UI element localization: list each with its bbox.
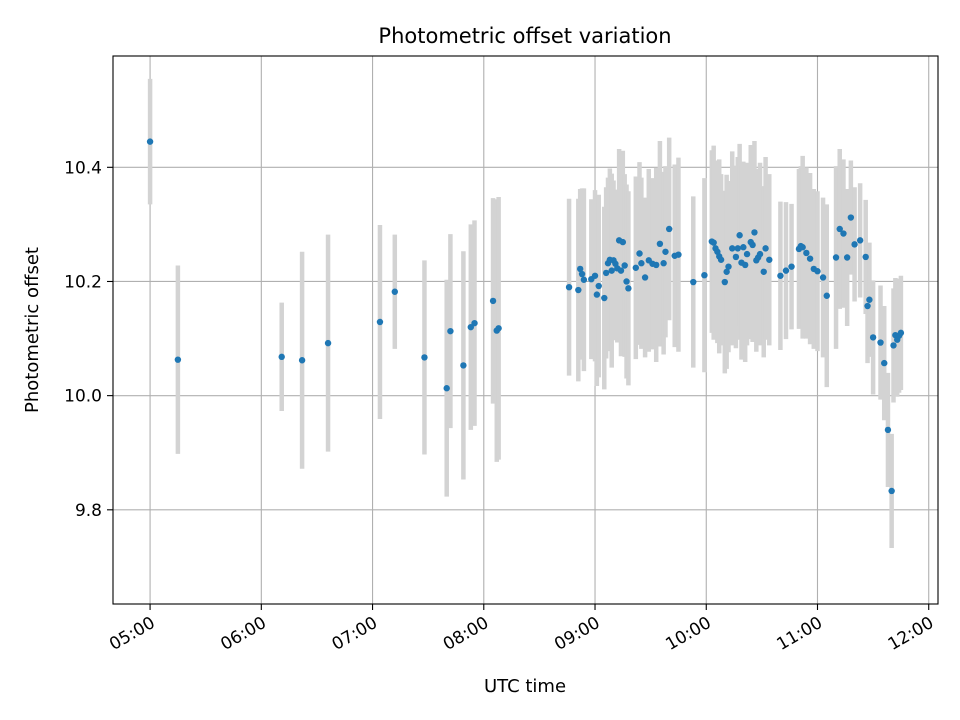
data-point	[723, 268, 730, 275]
data-point	[803, 249, 810, 257]
data-point	[777, 272, 784, 279]
y-tick-label: 10.2	[64, 272, 102, 292]
data-point	[580, 276, 588, 283]
data-point	[732, 253, 740, 261]
data-point	[565, 283, 573, 291]
x-axis-label: UTC time	[484, 676, 566, 697]
data-point	[619, 238, 627, 246]
data-point	[391, 288, 398, 295]
chart-title: Photometric offset variation	[378, 24, 671, 48]
plot-frame	[112, 55, 939, 605]
y-tick-label: 10.4	[64, 158, 102, 178]
data-point	[625, 285, 632, 292]
data-point	[799, 244, 806, 251]
data-point	[717, 256, 725, 263]
data-point	[806, 255, 814, 262]
data-point	[421, 354, 428, 361]
data-point	[814, 268, 821, 275]
data-point	[460, 362, 467, 369]
data-point	[832, 254, 840, 261]
data-point	[636, 250, 643, 257]
data-point	[471, 319, 478, 327]
data-point	[608, 267, 615, 274]
data-point	[762, 245, 769, 252]
data-point	[653, 261, 660, 269]
data-point	[665, 225, 673, 233]
data-point	[766, 256, 773, 263]
data-point	[578, 270, 586, 278]
data-point	[601, 294, 608, 302]
data-point	[575, 286, 582, 294]
data-point	[897, 329, 905, 337]
data-point	[743, 250, 751, 258]
data-point	[869, 334, 877, 341]
data-point	[278, 353, 285, 361]
data-point	[788, 263, 795, 270]
data-point	[877, 339, 884, 346]
data-point	[847, 214, 855, 221]
data-point	[617, 267, 625, 274]
data-point	[595, 282, 602, 290]
data-point	[736, 232, 743, 239]
data-point	[489, 297, 497, 305]
data-point	[866, 296, 873, 303]
data-point	[576, 265, 584, 273]
data-point	[623, 278, 630, 285]
data-point	[890, 342, 897, 349]
data-point	[443, 385, 450, 392]
data-point	[710, 239, 717, 246]
data-point	[729, 245, 736, 252]
data-point	[881, 359, 888, 367]
data-point	[632, 264, 640, 271]
data-point	[851, 241, 858, 248]
data-point	[602, 269, 610, 277]
data-point	[593, 291, 601, 298]
data-point	[734, 245, 741, 252]
data-point	[782, 267, 790, 274]
data-point	[741, 261, 749, 269]
data-point	[675, 251, 682, 258]
data-point	[621, 262, 628, 269]
data-point	[447, 327, 454, 335]
data-point	[751, 229, 758, 236]
data-point	[843, 254, 851, 261]
data-point	[760, 268, 767, 275]
data-point	[884, 426, 892, 434]
y-axis-label: Photometric offset	[22, 247, 43, 413]
data-point	[324, 339, 332, 347]
y-tick-label: 9.8	[75, 501, 102, 521]
data-point	[836, 225, 843, 233]
data-point	[701, 272, 708, 279]
data-point	[638, 260, 645, 267]
data-point	[823, 292, 830, 299]
data-point	[862, 253, 869, 261]
data-point	[174, 356, 182, 363]
data-point	[146, 138, 154, 145]
data-point	[819, 274, 827, 281]
data-point	[591, 272, 599, 279]
data-point	[641, 274, 649, 281]
data-point	[721, 278, 728, 286]
data-point	[888, 487, 895, 495]
point-layer	[146, 138, 905, 495]
data-point	[725, 263, 732, 270]
data-point	[840, 230, 847, 237]
data-point	[376, 318, 384, 326]
data-point	[656, 240, 664, 248]
data-point	[740, 244, 747, 251]
y-tick-label: 10.0	[64, 387, 102, 407]
data-point	[495, 325, 502, 332]
data-point	[756, 250, 764, 258]
data-point	[660, 260, 667, 267]
data-point	[690, 278, 697, 286]
data-point	[662, 248, 669, 255]
data-point	[749, 241, 756, 249]
data-point	[298, 357, 306, 364]
data-point	[864, 302, 871, 310]
data-point	[856, 237, 864, 244]
